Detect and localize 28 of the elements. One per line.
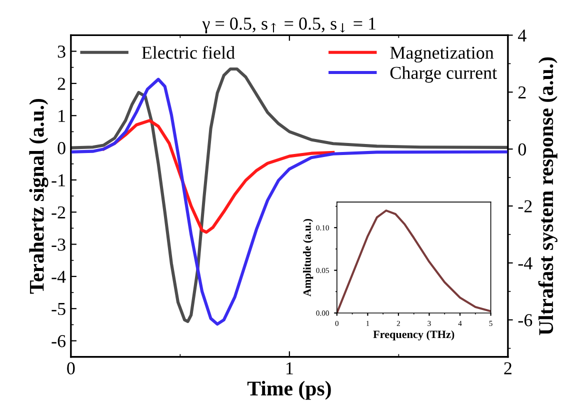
y-tick-label: 3 (58, 46, 66, 58)
y2-tick-label: 4 (518, 30, 526, 42)
y-tick-label: 0 (58, 142, 66, 154)
x-tick-label: 0 (67, 362, 75, 374)
y-tick-label: 2 (58, 78, 66, 90)
legend-label: Magnetization (390, 46, 494, 63)
y2-tick-label: 0 (518, 143, 526, 156)
x-tick-label: 2 (504, 362, 512, 374)
y2-tick-label: 2 (518, 86, 526, 98)
y-tick-label: -3 (52, 238, 66, 251)
x-axis-title: Frequency (THz) (373, 330, 454, 340)
y2-tick-label: -2 (518, 200, 532, 212)
y2-tick-label: -6 (518, 314, 532, 326)
y-tick-label: -1 (52, 174, 65, 186)
y2-axis-title: Ultrafast system response (a.u.) (538, 57, 558, 336)
chart-title: γ = 0.5, s$_{↑}$ = 0.5, s$_{↓}$ = 1 (202, 18, 376, 34)
y-tick-label: -2 (52, 206, 66, 218)
y-axis-title: Terahertz signal (a.u.) (29, 98, 48, 294)
legend-label: Electric field (142, 46, 235, 59)
y-tick-label: -6 (52, 335, 66, 348)
y-tick-label: -4 (52, 270, 66, 283)
legend-label: Charge current (390, 66, 497, 83)
y-tick-label: 1 (58, 110, 65, 122)
y2-tick-label: -4 (518, 257, 532, 270)
y-tick-label: -5 (52, 303, 66, 316)
x-tick-label: 1 (286, 362, 293, 374)
y-axis-title: Amplitude (a.u.) (303, 218, 314, 296)
x-axis-title: Time (ps) (247, 380, 331, 400)
